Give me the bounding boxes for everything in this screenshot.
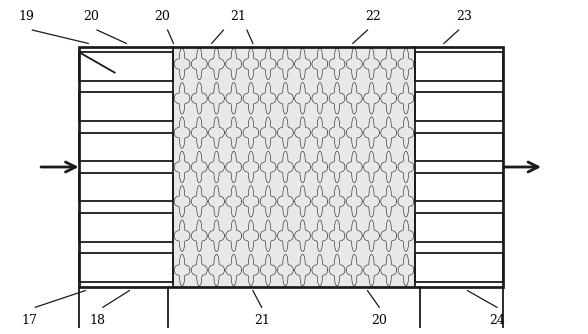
Bar (415, 133, 503, 161)
Text: 20: 20 (372, 314, 387, 327)
Text: 18: 18 (89, 314, 105, 327)
Bar (79, 133, 173, 161)
Text: 19: 19 (19, 10, 34, 23)
Text: 20: 20 (154, 10, 169, 23)
Text: 24: 24 (489, 314, 505, 327)
Text: 17: 17 (22, 314, 37, 327)
Bar (79, 93, 173, 121)
Bar (415, 93, 503, 121)
Bar (415, 173, 503, 201)
Text: 23: 23 (457, 10, 472, 23)
Text: 21: 21 (230, 10, 246, 23)
Bar (79, 47, 503, 287)
Bar (415, 52, 503, 81)
Bar (79, 253, 173, 282)
Bar (79, 52, 173, 81)
Bar (415, 213, 503, 241)
Text: 21: 21 (254, 314, 269, 327)
Text: 20: 20 (83, 10, 99, 23)
Bar (415, 253, 503, 282)
Bar (79, 213, 173, 241)
Bar (173, 47, 415, 287)
Text: 22: 22 (366, 10, 381, 23)
Bar (79, 173, 173, 201)
